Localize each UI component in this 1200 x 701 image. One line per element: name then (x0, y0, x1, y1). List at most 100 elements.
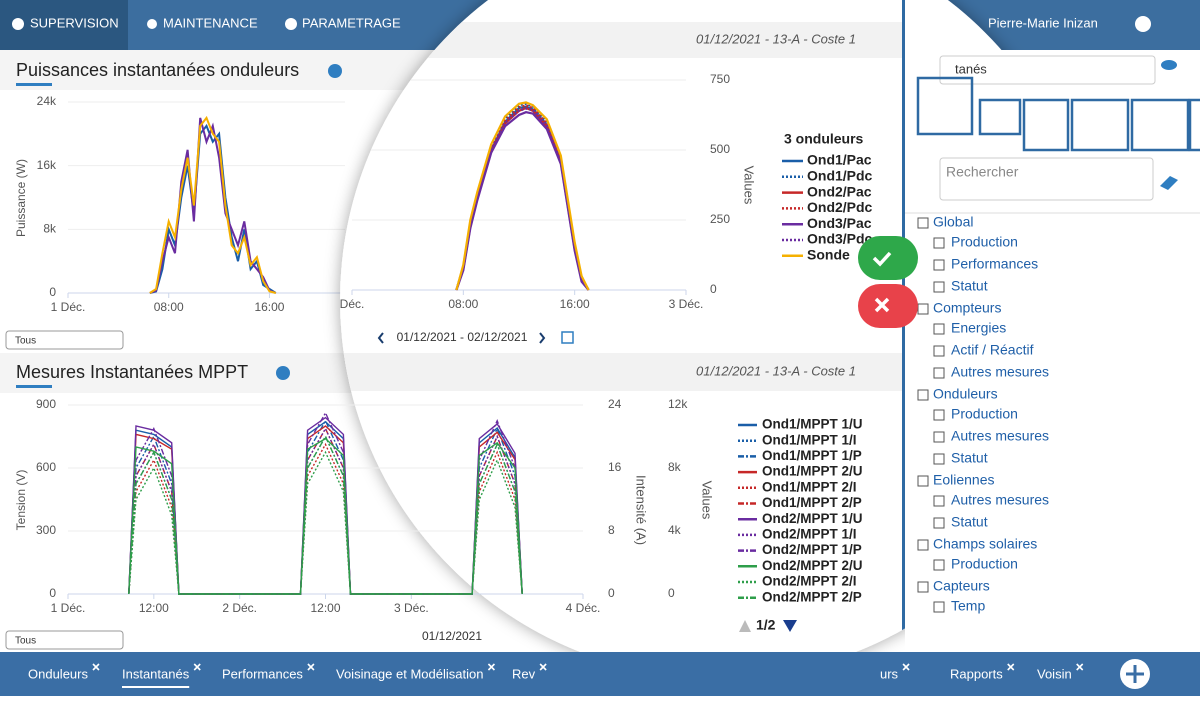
layout-thumb[interactable] (1130, 98, 1190, 152)
tree-node[interactable]: Onduleurs (933, 386, 998, 402)
tab[interactable]: Voisin (1037, 666, 1072, 681)
tree-leaf[interactable]: Autres mesures (951, 492, 1049, 508)
tab-close[interactable] (92, 663, 100, 671)
tree-toggle[interactable] (917, 389, 929, 401)
tree-toggle[interactable] (933, 495, 945, 507)
eye-icon[interactable] (1161, 60, 1177, 70)
layout-thumb[interactable] (1022, 98, 1070, 152)
legend-label[interactable]: Ond2/MPPT 2/U (762, 558, 863, 573)
legend-label[interactable]: Ond2/MPPT 2/I (762, 574, 857, 589)
tab[interactable]: Onduleurs (28, 666, 88, 681)
help-icon[interactable] (1135, 16, 1151, 32)
tree-toggle[interactable] (917, 581, 929, 593)
series-line (128, 450, 523, 595)
legend-label[interactable]: Ond1/Pdc (807, 168, 873, 184)
tab[interactable]: Voisinage et Modélisation (336, 666, 483, 681)
filter-select[interactable] (5, 630, 124, 650)
tree-toggle[interactable] (933, 409, 945, 421)
legend-label[interactable]: Ond3/Pdc (807, 231, 873, 247)
tree-toggle[interactable] (933, 345, 945, 357)
nav-user[interactable]: Pierre-Marie Inizan (988, 15, 1098, 30)
tab-close[interactable] (1007, 663, 1015, 671)
eraser-icon[interactable] (1160, 176, 1178, 190)
legend-label[interactable]: Ond2/MPPT 1/I (762, 526, 857, 541)
tab[interactable]: Performances (222, 666, 303, 681)
nav-supervision[interactable]: SUPERVISION (30, 15, 119, 30)
tree-leaf[interactable]: Autres mesures (951, 428, 1049, 444)
settings-icon[interactable] (276, 366, 290, 380)
tree-toggle[interactable] (917, 303, 929, 315)
legend-label[interactable]: Ond2/Pdc (807, 199, 873, 215)
tree-leaf[interactable]: Statut (951, 450, 988, 466)
prev-arrow[interactable] (377, 332, 384, 344)
legend-label[interactable]: Ond2/MPPT 1/U (762, 511, 863, 526)
search-input[interactable] (939, 157, 1154, 201)
tree-toggle[interactable] (933, 367, 945, 379)
tab-close[interactable] (902, 663, 910, 671)
tree-toggle[interactable] (933, 431, 945, 443)
confirm-button[interactable] (858, 236, 918, 280)
legend-label[interactable]: Ond2/Pac (807, 183, 872, 199)
filter-select[interactable] (5, 330, 124, 350)
tab-close[interactable] (487, 663, 496, 671)
tree-node[interactable]: Compteurs (933, 300, 1001, 316)
tree-node[interactable]: Eoliennes (933, 472, 995, 488)
tree-leaf[interactable]: Performances (951, 256, 1038, 272)
tree-toggle[interactable] (933, 323, 945, 335)
tree-leaf[interactable]: Actif / Réactif (951, 342, 1034, 358)
layout-thumb[interactable] (978, 98, 1022, 136)
tree-leaf[interactable]: Production (951, 406, 1018, 422)
legend-label[interactable]: Ond1/MPPT 1/U (762, 417, 863, 432)
nav-maintenance[interactable]: MAINTENANCE (163, 15, 258, 30)
legend-label[interactable]: Ond1/Pac (807, 152, 872, 168)
settings-icon[interactable] (328, 64, 342, 78)
tree-leaf[interactable]: Production (951, 556, 1018, 572)
search-input[interactable] (939, 55, 1156, 85)
legend-label[interactable]: Sonde (807, 247, 850, 263)
tab[interactable]: Instantanés (122, 666, 190, 681)
tab-close[interactable] (193, 663, 201, 671)
tab-close[interactable] (307, 663, 315, 671)
tree-toggle[interactable] (933, 259, 945, 271)
tree-leaf[interactable]: Statut (951, 514, 988, 530)
cancel-button[interactable] (858, 284, 918, 328)
tree-toggle[interactable] (917, 217, 929, 229)
pager-down[interactable] (783, 620, 797, 632)
layout-thumb[interactable] (1188, 98, 1200, 152)
tree-toggle[interactable] (917, 539, 929, 551)
tab[interactable]: Rev (512, 666, 536, 681)
nav-parametrage[interactable]: PARAMETRAGE (302, 15, 401, 30)
layout-thumb[interactable] (916, 76, 974, 136)
tab-close[interactable] (539, 663, 547, 671)
tab[interactable]: urs (880, 666, 899, 681)
tree-toggle[interactable] (933, 559, 945, 571)
legend-label[interactable]: Ond2/MPPT 2/P (762, 589, 862, 604)
tab[interactable]: Rapports (950, 666, 1003, 681)
tree-toggle[interactable] (933, 601, 945, 613)
tree-leaf[interactable]: Production (951, 234, 1018, 250)
tree-leaf[interactable]: Temp (951, 598, 985, 614)
legend-label[interactable]: Ond2/MPPT 1/P (762, 542, 862, 557)
layout-thumb[interactable] (1070, 98, 1130, 152)
tree-toggle[interactable] (933, 237, 945, 249)
edit-icon[interactable] (561, 331, 574, 344)
tree-toggle[interactable] (917, 475, 929, 487)
tree-leaf[interactable]: Statut (951, 278, 988, 294)
legend-label[interactable]: Ond1/MPPT 2/P (762, 495, 862, 510)
legend-label[interactable]: Ond1/MPPT 1/P (762, 448, 862, 463)
tree-toggle[interactable] (933, 453, 945, 465)
tree-leaf[interactable]: Autres mesures (951, 364, 1049, 380)
tree-node[interactable]: Champs solaires (933, 536, 1037, 552)
pager-up[interactable] (739, 620, 751, 632)
tree-node[interactable]: Capteurs (933, 578, 990, 594)
tab-close[interactable] (1076, 663, 1084, 671)
tree-node[interactable]: Global (933, 214, 973, 230)
legend-label[interactable]: Ond1/MPPT 2/U (762, 464, 863, 479)
tree-leaf[interactable]: Energies (951, 320, 1006, 336)
next-arrow[interactable] (539, 332, 546, 344)
tree-toggle[interactable] (933, 517, 945, 529)
legend-label[interactable]: Ond3/Pac (807, 215, 872, 231)
legend-label[interactable]: Ond1/MPPT 2/I (762, 479, 857, 494)
legend-label[interactable]: Ond1/MPPT 1/I (762, 432, 857, 447)
tree-toggle[interactable] (933, 281, 945, 293)
